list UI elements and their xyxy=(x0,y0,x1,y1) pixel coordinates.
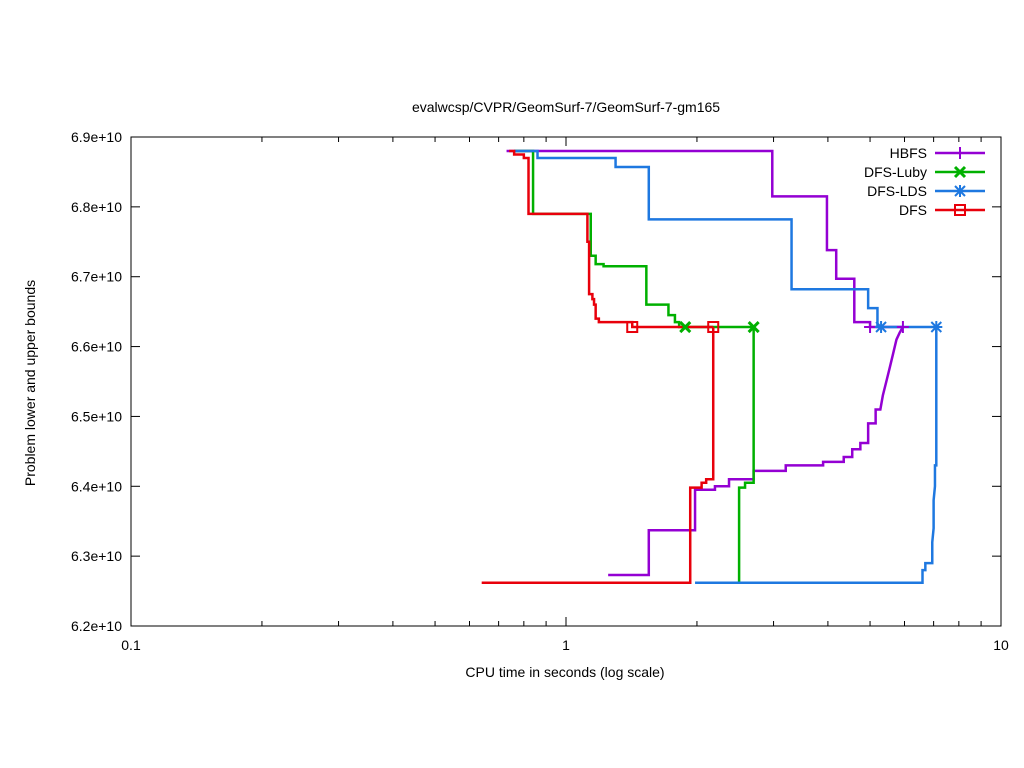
legend-label-dfs: DFS xyxy=(899,202,927,218)
marker-dfs xyxy=(626,321,639,334)
y-tick-label: 6.6e+10 xyxy=(71,339,122,355)
marker-dfs-lds xyxy=(875,321,888,334)
series-dfs-luby-upper-bound xyxy=(514,149,754,329)
legend-marker-dfs xyxy=(954,204,966,216)
y-tick-label: 6.2e+10 xyxy=(71,618,122,634)
series-hbfs-lower-bound xyxy=(608,326,904,577)
series-dfs-lds-upper-bound xyxy=(514,149,937,329)
y-tick-label: 6.3e+10 xyxy=(71,548,122,564)
tick-labels: 6.2e+10 6.3e+10 6.4e+10 6.5e+10 6.6e+10 6.7e+… xyxy=(71,129,1009,653)
y-axis-title: Problem lower and upper bounds xyxy=(22,280,38,486)
y-tick-label: 6.9e+10 xyxy=(71,129,122,145)
series-dfs-lds-lower-bound xyxy=(695,327,938,584)
series-dfs-upper-bound xyxy=(509,149,714,329)
y-tick-label: 6.7e+10 xyxy=(71,269,122,285)
marker-dfs-lds xyxy=(930,321,943,334)
x-tick-label: 1 xyxy=(562,637,570,653)
legend-label-dfs-luby: DFS-Luby xyxy=(864,164,927,180)
marker-hbfs xyxy=(896,321,909,334)
legend-marker-hbfs xyxy=(954,147,966,159)
series-dfs-lower-bound xyxy=(481,327,715,584)
series-hbfs-upper-bound xyxy=(506,149,903,329)
marker-hbfs xyxy=(864,321,877,334)
y-tick-label: 6.8e+10 xyxy=(71,199,122,215)
y-tick-label: 6.4e+10 xyxy=(71,478,122,494)
series-layer xyxy=(481,149,943,584)
y-tick-label: 6.5e+10 xyxy=(71,408,122,424)
x-tick-label: 10 xyxy=(993,637,1009,653)
axis-ticks xyxy=(130,136,1002,627)
marker-dfs-luby xyxy=(747,320,760,334)
legend-marker-dfs-luby xyxy=(953,165,967,179)
x-tick-label: 0.1 xyxy=(121,637,141,653)
chart-title: evalwcsp/CVPR/GeomSurf-7/GeomSurf-7-gm16… xyxy=(412,99,720,115)
legend-label-hbfs: HBFS xyxy=(890,145,927,161)
series-dfs-luby-lower-bound xyxy=(737,327,755,583)
plot-frame xyxy=(130,136,1002,627)
marker-dfs-luby xyxy=(679,320,692,334)
legend-label-dfs-lds: DFS-LDS xyxy=(867,183,927,199)
legend-marker-dfs-lds xyxy=(954,185,966,197)
legend: HBFS DFS-Luby DFS-LDS DFS xyxy=(864,145,985,218)
marker-dfs xyxy=(707,321,720,334)
x-axis-title: CPU time in seconds (log scale) xyxy=(465,664,664,680)
